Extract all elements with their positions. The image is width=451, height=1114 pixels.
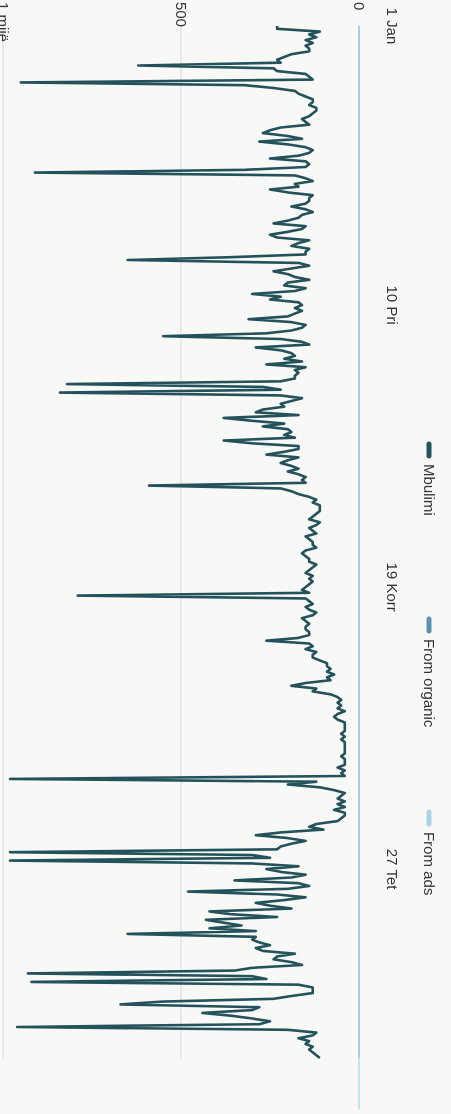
x-tick-label: 10 Pri bbox=[383, 286, 400, 325]
gridlines bbox=[2, 26, 182, 1058]
y-tick-label: 0 bbox=[350, 2, 367, 10]
series-lines bbox=[8, 26, 360, 1114]
y-tick-labels: 0 500 1 mijë bbox=[0, 2, 367, 42]
x-tick-label: 27 Tet bbox=[383, 849, 400, 890]
x-tick-label: 1 Jan bbox=[383, 8, 400, 45]
legend: Mbulimi From organic From ads bbox=[420, 441, 437, 895]
series-line-from-organic bbox=[9, 26, 346, 1059]
legend-label-2: From ads bbox=[420, 832, 437, 895]
series-line-mbulimi bbox=[8, 26, 347, 1060]
x-tick-labels: 1 Jan 10 Pri 19 Korr 27 Tet bbox=[383, 8, 400, 891]
x-tick-label: 19 Korr bbox=[383, 563, 400, 612]
legend-label-0: Mbulimi bbox=[420, 464, 437, 516]
y-tick-label: 500 bbox=[172, 2, 189, 27]
legend-label-1: From organic bbox=[420, 639, 437, 728]
plot-area: 1 Jan 10 Pri 19 Korr 27 Tet 0 500 1 mijë Mbul… bbox=[0, 2, 437, 1114]
y-tick-label: 1 mijë bbox=[0, 2, 11, 42]
